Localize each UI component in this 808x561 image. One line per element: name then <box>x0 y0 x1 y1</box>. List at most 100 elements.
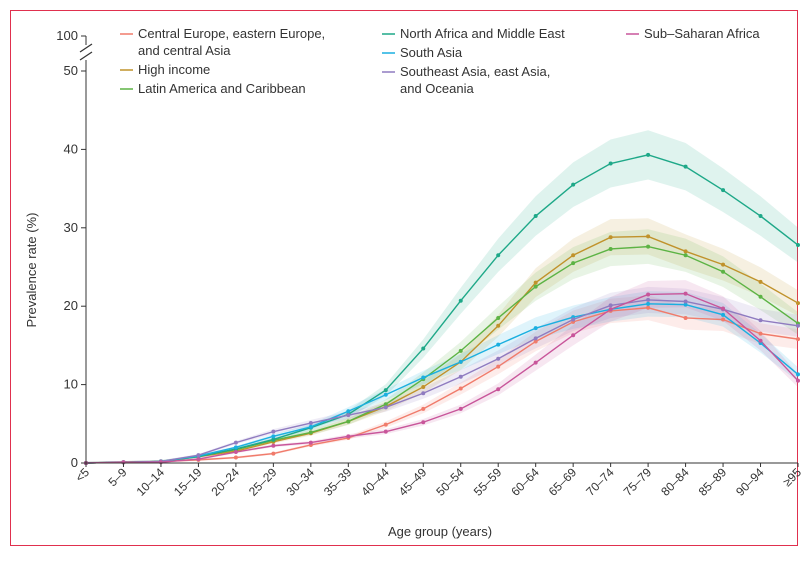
point-series-6-14 <box>608 307 613 312</box>
point-series-1-9 <box>421 384 426 389</box>
band-series-5 <box>86 286 798 463</box>
point-series-1-11 <box>496 323 501 328</box>
x-tick-label: 60–64 <box>508 465 542 499</box>
x-tick-label: 40–44 <box>358 465 392 499</box>
point-series-0-4 <box>233 455 238 460</box>
point-series-2-11 <box>496 315 501 320</box>
x-tick-label: 65–69 <box>546 465 580 499</box>
figure-border <box>10 10 798 546</box>
point-series-6-11 <box>496 387 501 392</box>
point-series-2-18 <box>758 294 763 299</box>
point-series-0-9 <box>421 406 426 411</box>
point-series-5-8 <box>383 405 388 410</box>
point-series-0-8 <box>383 422 388 427</box>
point-series-6-15 <box>646 292 651 297</box>
point-series-6-13 <box>571 333 576 338</box>
point-series-4-9 <box>421 375 426 380</box>
point-series-6-5 <box>271 443 276 448</box>
y-tick-label: 0 <box>71 455 78 470</box>
point-series-1-17 <box>721 262 726 267</box>
point-series-5-5 <box>271 429 276 434</box>
x-tick-label: 75–79 <box>621 465 655 499</box>
point-series-2-15 <box>646 244 651 249</box>
point-series-4-5 <box>271 434 276 439</box>
point-series-5-18 <box>758 318 763 323</box>
point-series-4-12 <box>533 326 538 331</box>
point-series-6-10 <box>458 406 463 411</box>
point-series-2-14 <box>608 246 613 251</box>
band-series-4 <box>86 291 798 463</box>
point-series-0-19 <box>796 337 800 342</box>
point-series-4-10 <box>458 359 463 364</box>
point-series-1-19 <box>796 301 800 306</box>
point-series-6-7 <box>346 434 351 439</box>
point-series-0-5 <box>271 451 276 456</box>
point-series-2-10 <box>458 348 463 353</box>
x-tick-label: 5–9 <box>106 465 130 489</box>
x-tick-label: 85–89 <box>696 465 730 499</box>
point-series-3-10 <box>458 298 463 303</box>
point-series-0-16 <box>683 315 688 320</box>
point-series-5-6 <box>308 421 313 426</box>
point-series-6-18 <box>758 338 763 343</box>
legend-label-2: Latin America and Caribbean <box>138 81 306 96</box>
legend: Central Europe, eastern Europe, and centr… <box>120 26 760 96</box>
point-series-4-6 <box>308 424 313 429</box>
point-series-3-17 <box>721 188 726 193</box>
point-series-5-19 <box>796 323 800 328</box>
x-axis-label: Age group (years) <box>388 524 492 539</box>
legend-label-3: North Africa and Middle East <box>400 26 565 41</box>
point-series-5-14 <box>608 303 613 308</box>
x-tick-label: 80–84 <box>658 465 692 499</box>
line-series-4 <box>85 303 799 464</box>
point-series-3-13 <box>571 182 576 187</box>
point-series-2-16 <box>683 253 688 258</box>
line-series-6 <box>85 292 799 464</box>
y-tick-label: 100 <box>56 28 78 43</box>
series-lines <box>85 154 799 464</box>
point-series-4-7 <box>346 409 351 414</box>
band-series-2 <box>86 229 798 463</box>
y-tick-label: 50 <box>64 63 78 78</box>
line-series-0 <box>85 307 799 464</box>
point-series-2-17 <box>721 269 726 274</box>
line-series-3 <box>85 154 799 464</box>
x-tick-label: 70–74 <box>583 465 617 499</box>
point-series-6-4 <box>233 450 238 455</box>
point-series-0-11 <box>496 364 501 369</box>
point-series-5-12 <box>533 336 538 341</box>
point-series-2-8 <box>383 402 388 407</box>
point-series-1-16 <box>683 249 688 254</box>
y-tick-label: 10 <box>64 377 78 392</box>
point-series-3-19 <box>796 243 800 248</box>
point-series-5-4 <box>233 440 238 445</box>
point-series-4-4 <box>233 445 238 450</box>
point-series-2-12 <box>533 284 538 289</box>
line-series-5 <box>85 299 799 464</box>
point-series-5-11 <box>496 356 501 361</box>
line-series-2 <box>85 245 799 464</box>
x-tick-label: ≥95 <box>780 465 804 489</box>
point-series-3-8 <box>383 388 388 393</box>
point-series-3-5 <box>271 437 276 442</box>
point-series-2-13 <box>571 261 576 266</box>
point-series-3-11 <box>496 253 501 258</box>
point-series-3-12 <box>533 214 538 219</box>
point-series-0-12 <box>533 339 538 344</box>
point-series-5-7 <box>346 413 351 418</box>
legend-label-6: Sub–Saharan Africa <box>644 26 760 41</box>
point-series-2-6 <box>308 430 313 435</box>
legend-label-5: and Oceania <box>400 81 474 96</box>
point-series-3-9 <box>421 346 426 351</box>
x-tick-label: 25–29 <box>246 465 280 499</box>
point-series-1-12 <box>533 280 538 285</box>
point-series-6-16 <box>683 291 688 296</box>
y-axis-break-mark <box>79 51 93 61</box>
point-series-5-3 <box>196 453 201 458</box>
point-series-5-10 <box>458 374 463 379</box>
point-series-6-19 <box>796 378 800 383</box>
point-series-5-13 <box>571 317 576 322</box>
point-series-0-18 <box>758 331 763 336</box>
point-series-6-6 <box>308 440 313 445</box>
point-series-0-17 <box>721 317 726 322</box>
